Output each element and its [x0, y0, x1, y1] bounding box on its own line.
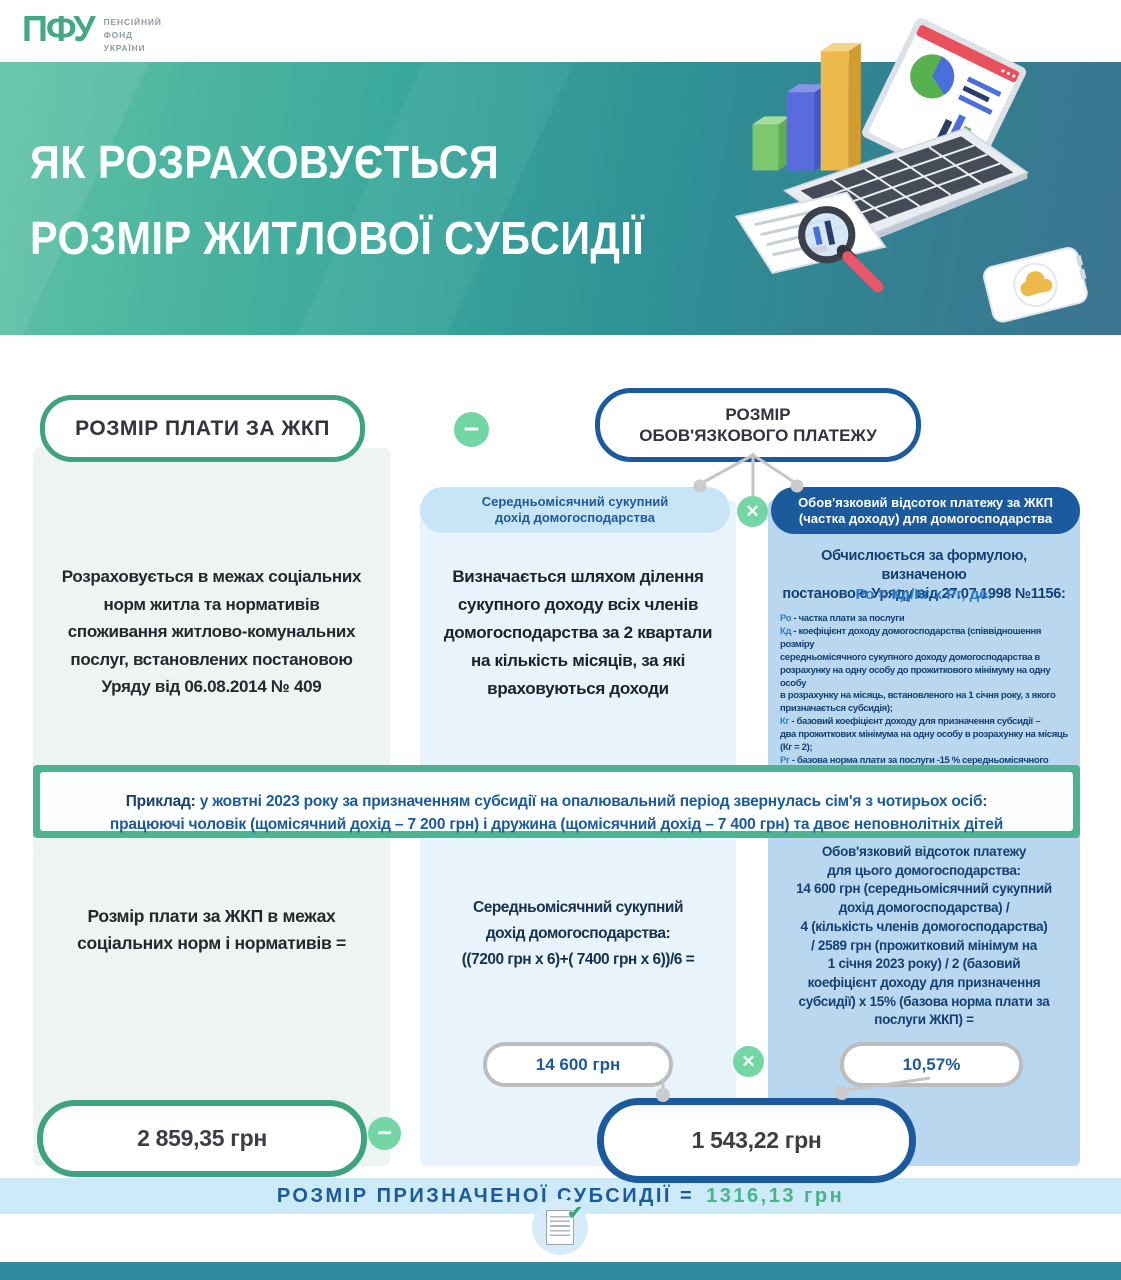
pfu-logo-abbr: ПФУ — [22, 8, 96, 49]
example-body: у жовтні 2023 року за призначенням субси… — [109, 793, 1004, 833]
average-income-value: 14 600 грн — [483, 1042, 673, 1087]
pill-mandatory-payment: РОЗМІР ОБОВ'ЯЗКОВОГО ПЛАТЕЖУ — [595, 388, 921, 462]
legend-term-kd: Кд — [780, 625, 792, 637]
mandatory-percent-amount: 10,57% — [902, 1054, 961, 1074]
payment-size-result-value: 2 859,35 грн — [37, 1100, 367, 1177]
subsidy-label: РОЗМІР ПРИЗНАЧЕНОЇ СУБСИДІЇ = — [276, 1184, 695, 1207]
formula-intro: Обчислюється за формулою, визначеною пос… — [782, 548, 1066, 602]
header-mandatory-percent: Обов'язковий відсоток платежу за ЖКП (ча… — [771, 487, 1080, 534]
page-title-line2: РОЗМІР ЖИТЛОВОЇ СУБСИДІЇ — [30, 212, 645, 264]
legend-text-kg: - базовий коефіцієнт доходу для призначе… — [780, 716, 1068, 754]
pill-payment-size-label: РОЗМІР ПЛАТИ ЗА ЖКП — [75, 416, 330, 440]
legend-item-kg: Кг - базовий коефіцієнт доходу для призн… — [780, 716, 1076, 755]
legend-term-rg: Рг — [780, 754, 790, 766]
phone-icon — [982, 247, 1088, 323]
mandatory-percent-value: 10,57% — [840, 1042, 1023, 1087]
legend-text-kd: - коефіцієнт доходу домогосподарства (сп… — [780, 625, 1056, 715]
pill-payment-size: РОЗМІР ПЛАТИ ЗА ЖКП — [40, 395, 365, 462]
bar-chart-icon — [752, 43, 861, 171]
document-check-icon: ✔ — [532, 1199, 588, 1255]
hero-illustration — [734, 17, 1088, 323]
legend-item-kd: Кд - коефіцієнт доходу домогосподарства … — [780, 626, 1076, 716]
formula-legend: Ро - частка плати за послуги Кд - коефіц… — [780, 613, 1076, 781]
header-mandatory-percent-label: Обов'язковий відсоток платежу за ЖКП (ча… — [798, 494, 1053, 526]
formula-expression: Ро = Кд/Кг х Рг, де: — [855, 586, 993, 603]
check-icon: ✔ — [567, 1202, 583, 1224]
minus-glyph: − — [463, 414, 480, 444]
example-label: Приклад: — [125, 793, 196, 810]
laptop-icon — [782, 17, 1029, 247]
minus-icon: − — [368, 1117, 401, 1150]
pfu-logo: ПФУ ПЕНСІЙНИЙ ФОНД УКРАЇНИ — [22, 8, 162, 56]
page-title: ЯК РОЗРАХОВУЄТЬСЯ РОЗМІР ЖИТЛОВОЇ СУБСИД… — [30, 124, 644, 276]
pill-mandatory-payment-label: РОЗМІР ОБОВ'ЯЗКОВОГО ПЛАТЕЖУ — [639, 405, 877, 445]
average-income-calculation: Середньомісячний сукупний дохід домогосп… — [461, 899, 695, 968]
subsidy-value: 1316,13 грн — [706, 1184, 845, 1207]
hero-banner: ЯК РОЗРАХОВУЄТЬСЯ РОЗМІР ЖИТЛОВОЇ СУБСИД… — [0, 17, 1121, 335]
header-average-income: Середньомісячний сукупний дохід домогосп… — [420, 487, 730, 533]
mandatory-payment-result-value: 1 543,22 грн — [597, 1098, 916, 1183]
magnifier-document-icon — [734, 191, 887, 293]
example-banner: Приклад: у жовтні 2023 року за призначен… — [33, 765, 1080, 838]
legend-item-ro: Ро - частка плати за послуги — [780, 613, 1076, 626]
footer-strip — [0, 1262, 1121, 1280]
average-income-amount: 14 600 грн — [535, 1054, 621, 1074]
legend-text-ro: - частка плати за послуги — [791, 613, 905, 624]
minus-glyph: − — [377, 1119, 392, 1147]
minus-icon: − — [454, 412, 489, 447]
multiply-glyph: ✕ — [745, 501, 760, 521]
legend-term-kg: Кг — [780, 716, 790, 728]
example-text: Приклад: у жовтні 2023 року за призначен… — [110, 767, 1003, 836]
pfu-logo-org: ПЕНСІЙНИЙ ФОНД УКРАЇНИ — [103, 17, 162, 54]
page-title-line1: ЯК РОЗРАХОВУЄТЬСЯ — [30, 136, 500, 188]
multiply-icon: ✕ — [733, 1046, 764, 1077]
multiply-icon: ✕ — [737, 496, 768, 527]
payment-size-amount: 2 859,35 грн — [137, 1125, 267, 1151]
mandatory-payment-amount: 1 543,22 грн — [691, 1127, 822, 1153]
legend-term-ro: Ро — [780, 613, 792, 624]
paper-icon: ✔ — [546, 1203, 583, 1245]
multiply-glyph: ✕ — [741, 1051, 756, 1071]
mandatory-percent-calculation: Обов'язковий відсоток платежу для цього … — [796, 844, 1052, 1028]
header-average-income-label: Середньомісячний сукупний дохід домогосп… — [481, 494, 669, 525]
average-income-description: Визначається шляхом ділення сукупного до… — [443, 567, 713, 698]
payment-size-description: Розраховується в межах соціальних норм ж… — [61, 567, 362, 696]
payment-size-result-label: Розмір плати за ЖКП в межах соціальних н… — [77, 906, 346, 953]
example-box: Приклад: у жовтні 2023 року за призначен… — [40, 772, 1073, 833]
